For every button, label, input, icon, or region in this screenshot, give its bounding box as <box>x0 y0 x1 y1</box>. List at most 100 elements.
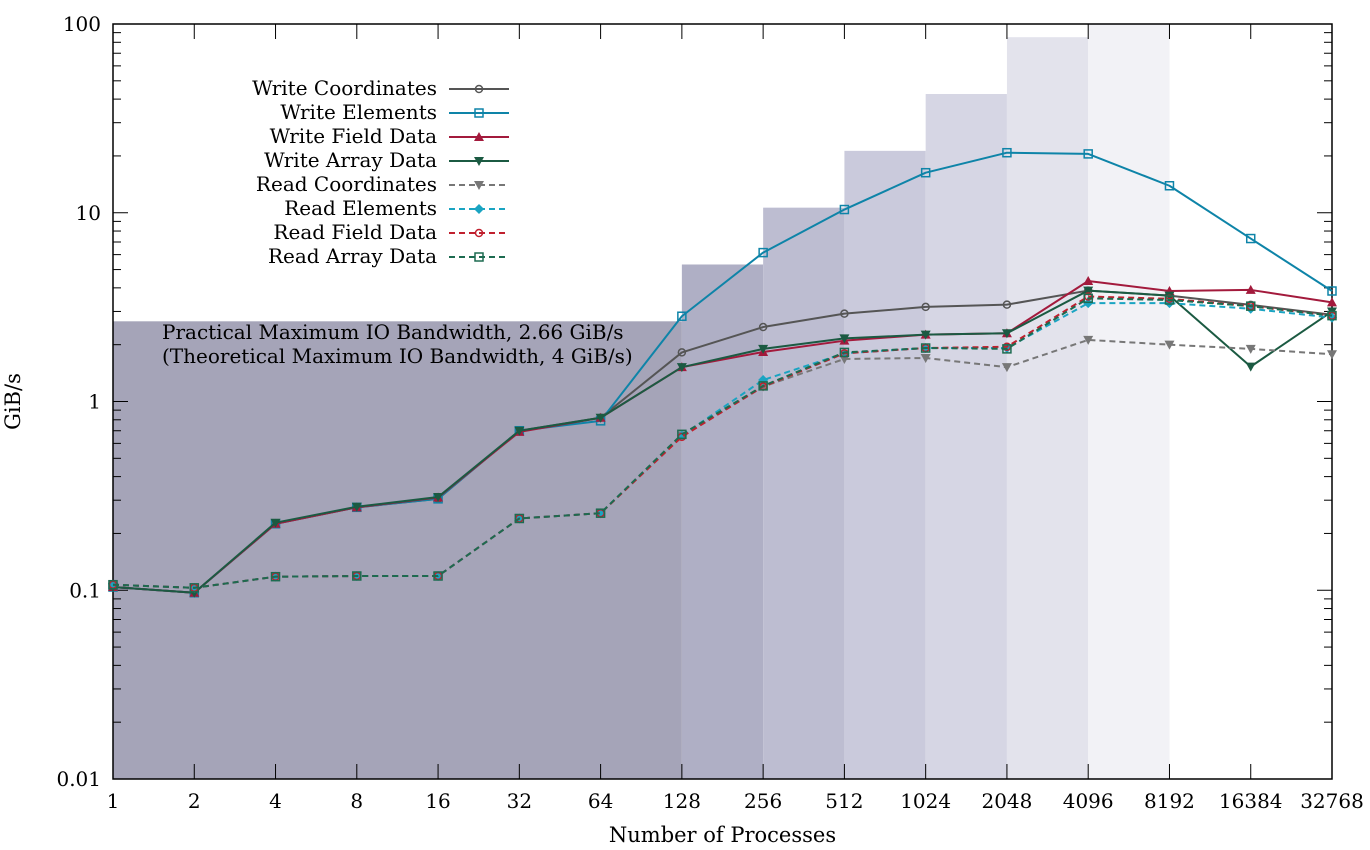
data-point <box>1083 275 1094 285</box>
data-point <box>1164 295 1175 305</box>
data-point <box>839 334 850 344</box>
legend-marker <box>474 228 484 238</box>
legend-label: Read Coordinates <box>256 172 437 196</box>
data-point <box>920 354 931 364</box>
data-point <box>758 247 768 258</box>
data-point <box>270 571 281 582</box>
data-point <box>1327 310 1337 321</box>
y-tick-label: 1 <box>88 390 101 414</box>
data-point <box>1245 362 1256 372</box>
y-axis-ticks: 0.01 0.1 1 10 100 <box>56 12 1332 791</box>
series-lines <box>108 147 1337 598</box>
data-point <box>1245 284 1256 294</box>
x-tick-label: 16 <box>425 789 450 813</box>
data-point <box>921 302 930 312</box>
data-point <box>1001 329 1012 339</box>
y-tick-label: 0.1 <box>69 578 101 602</box>
x-tick-label: 32768 <box>1300 789 1364 813</box>
data-point <box>1164 340 1175 350</box>
data-point <box>1002 344 1012 354</box>
data-point <box>758 381 768 391</box>
x-tick-label: 128 <box>663 789 701 813</box>
data-point <box>677 311 687 321</box>
data-point <box>920 167 931 178</box>
legend-marker <box>474 132 484 141</box>
legend-marker <box>474 84 484 94</box>
legend-label: Read Array Data <box>268 244 437 268</box>
data-point <box>1083 286 1094 296</box>
legend-label: Write Field Data <box>270 124 438 148</box>
x-tick-label: 4096 <box>1063 789 1114 813</box>
data-point <box>1002 300 1012 309</box>
annotation-practical-max: Practical Maximum IO Bandwidth, 2.66 GiB… <box>162 320 624 344</box>
data-point <box>595 508 606 518</box>
data-point <box>1083 298 1094 309</box>
data-point <box>1327 286 1337 296</box>
x-tick-label: 1024 <box>900 789 951 813</box>
data-point <box>1245 344 1256 354</box>
x-tick-label: 2048 <box>981 789 1032 813</box>
data-point <box>1245 301 1256 311</box>
annotation-theoretical-max: (Theoretical Maximum IO Bandwidth, 4 GiB… <box>162 344 633 368</box>
bandwidth-region-4 <box>925 94 1007 780</box>
data-point <box>840 309 849 318</box>
series-line <box>112 297 1333 589</box>
data-point <box>1083 335 1094 345</box>
y-tick-label: 10 <box>76 201 101 225</box>
legend-marker <box>474 181 484 190</box>
data-point <box>351 502 362 512</box>
series-line <box>112 289 1333 594</box>
data-point <box>433 571 443 581</box>
data-point <box>1164 181 1175 191</box>
legend-marker <box>474 252 484 262</box>
data-point <box>1083 149 1093 159</box>
data-point <box>839 347 850 358</box>
legend-label: Read Field Data <box>273 220 437 244</box>
data-point <box>514 513 525 524</box>
data-point <box>1327 297 1337 307</box>
x-axis-title: Number of Processes <box>609 823 836 847</box>
data-point <box>433 492 444 502</box>
legend-label: Write Elements <box>280 100 437 124</box>
x-tick-label: 256 <box>744 789 782 813</box>
x-tick-label: 1 <box>107 789 120 813</box>
data-point <box>677 429 687 440</box>
data-point <box>1083 293 1093 304</box>
x-tick-label: 8 <box>350 789 363 813</box>
legend-marker <box>474 108 484 118</box>
data-point <box>758 344 769 354</box>
bandwidth-region-6 <box>1088 24 1170 779</box>
data-point <box>1245 233 1256 244</box>
x-tick-label: 512 <box>825 789 863 813</box>
x-tick-label: 16384 <box>1219 789 1283 813</box>
legend-marker <box>474 157 484 166</box>
bandwidth-region-0 <box>113 321 682 779</box>
y-tick-label: 100 <box>63 12 101 36</box>
data-point <box>189 583 200 593</box>
data-point <box>677 348 687 357</box>
legend-marker <box>474 204 484 214</box>
data-point <box>839 204 850 215</box>
legend-label: Write Coordinates <box>252 76 437 100</box>
data-point <box>270 518 281 528</box>
x-tick-label: 4 <box>269 789 282 813</box>
x-tick-label: 64 <box>588 789 613 813</box>
x-axis-ticks: 1 2 4 8 16 32 64 128 256 512 1024 2048 4096 8192 16384… <box>107 24 1364 813</box>
data-point <box>676 363 687 373</box>
legend-label: Read Elements <box>284 196 437 220</box>
bandwidth-region-2 <box>763 207 845 779</box>
y-axis-title: GiB/s <box>1 373 25 430</box>
bandwidth-regions <box>113 24 1170 780</box>
data-point <box>1001 363 1012 373</box>
data-point <box>1327 350 1337 360</box>
data-point <box>1002 147 1012 158</box>
data-point <box>839 354 850 364</box>
data-point <box>514 426 525 436</box>
data-point <box>920 330 931 340</box>
bandwidth-region-5 <box>1006 37 1089 779</box>
bandwidth-region-1 <box>681 264 764 779</box>
data-point <box>595 413 606 423</box>
x-tick-label: 32 <box>507 789 532 813</box>
